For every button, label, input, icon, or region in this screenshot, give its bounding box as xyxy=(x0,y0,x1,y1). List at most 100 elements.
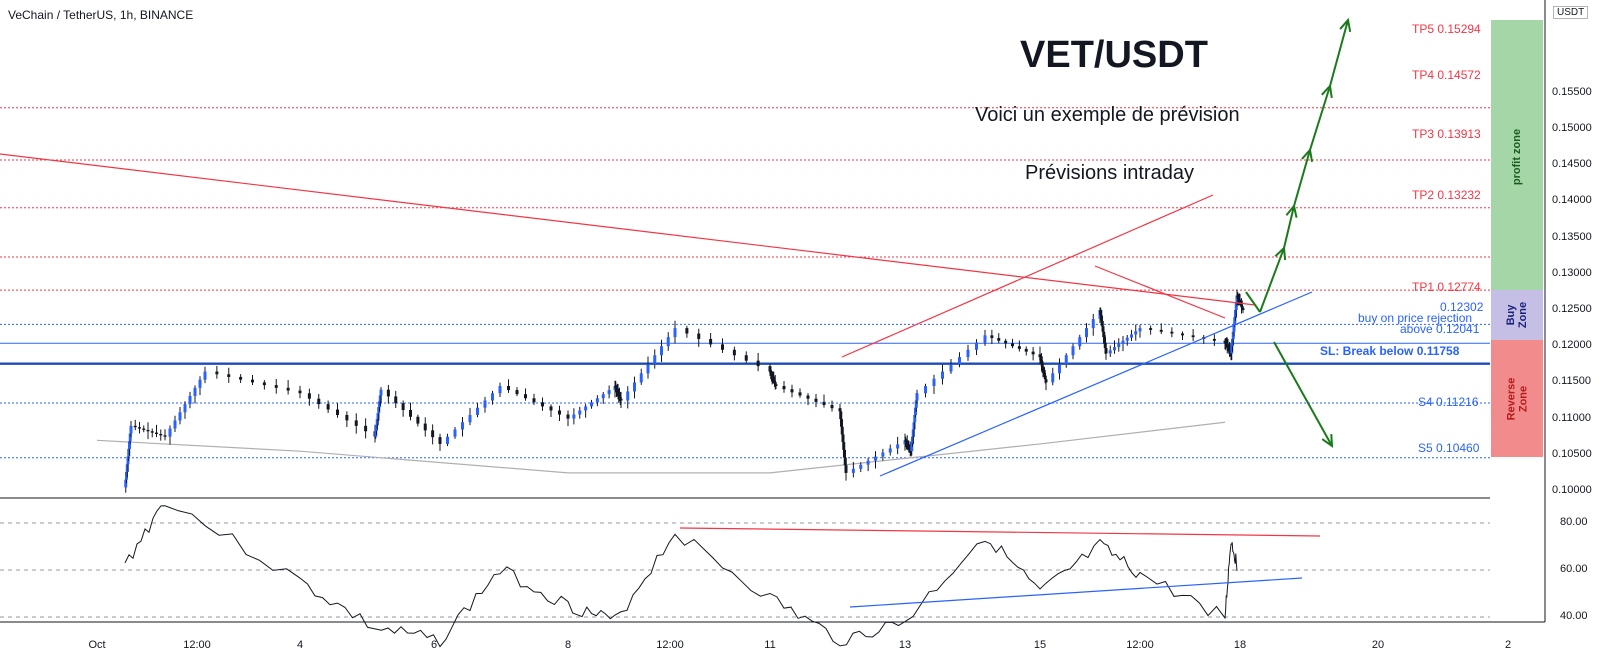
candle-body xyxy=(1085,328,1088,338)
candle-body xyxy=(1103,337,1106,343)
price-tick: 0.15500 xyxy=(1552,85,1592,98)
candle-body xyxy=(646,364,650,374)
candle-body xyxy=(375,419,379,425)
candle-body xyxy=(183,404,187,413)
candle-body xyxy=(129,425,133,434)
candle-body xyxy=(507,386,510,391)
candle-body xyxy=(1159,329,1163,332)
candle-body xyxy=(491,393,494,401)
candle-body xyxy=(633,382,636,392)
candle-body xyxy=(881,452,885,457)
price-tick: 0.10000 xyxy=(1552,484,1592,496)
candle-body xyxy=(709,338,713,345)
candle-body xyxy=(377,407,381,414)
s5-label: S5 0.10460 xyxy=(1418,441,1480,455)
price-tick: 0.13500 xyxy=(1552,230,1592,243)
candle-body xyxy=(1100,320,1104,327)
price-tick: 0.11000 xyxy=(1552,411,1591,424)
time-tick: 12:00 xyxy=(1126,639,1154,651)
candle-body xyxy=(924,386,927,394)
candle-body xyxy=(168,428,172,437)
candle-body xyxy=(851,468,855,473)
projection-arrow-3 xyxy=(1293,149,1311,207)
s4-label: S4 0.11216 xyxy=(1418,395,1479,409)
candle-body xyxy=(907,445,911,448)
candle-body xyxy=(773,380,776,383)
candle-body xyxy=(601,394,605,399)
candle-body xyxy=(1237,297,1240,300)
projection-arrow-1 xyxy=(1259,247,1285,313)
candle-body xyxy=(416,416,420,424)
candle-body xyxy=(188,395,192,405)
candle-body xyxy=(127,448,131,457)
rsi-line xyxy=(124,505,1238,648)
candle-body xyxy=(1234,310,1237,318)
candle-body xyxy=(619,398,623,401)
candle-body xyxy=(866,460,870,465)
candle-body xyxy=(251,379,254,383)
candle-body xyxy=(840,419,843,427)
candle-body xyxy=(423,423,427,431)
projection-arrow-down-head xyxy=(1321,433,1334,449)
buy-zone-label-1: Buy xyxy=(1505,304,1517,326)
candle-body xyxy=(859,464,863,469)
candle-body xyxy=(1058,364,1061,374)
candle-body xyxy=(1225,345,1229,347)
buy-zone-label: Buy Zone xyxy=(1505,302,1529,328)
candle-body xyxy=(1113,347,1116,351)
buy-rejection-label: buy on price rejection xyxy=(1358,311,1473,325)
candle-body xyxy=(1038,354,1042,358)
candle-body xyxy=(770,375,774,377)
candle-body xyxy=(298,390,302,394)
candle-body xyxy=(1125,337,1129,341)
time-tick: 20 xyxy=(1371,639,1385,651)
candle-body xyxy=(1071,346,1075,356)
candle-body xyxy=(1227,348,1231,350)
time-tick: 11 xyxy=(764,639,776,651)
candle-body xyxy=(618,395,621,397)
candle-body xyxy=(590,402,593,407)
candle-body xyxy=(409,410,412,417)
candle-body xyxy=(438,437,442,444)
candle-body xyxy=(626,391,630,401)
candle-body xyxy=(453,429,457,437)
rsi-resistance-line xyxy=(679,527,1321,537)
candle-body xyxy=(386,389,390,397)
candle-body xyxy=(378,401,381,408)
candle-body xyxy=(966,349,970,358)
candle-body xyxy=(374,430,378,437)
ascending-support-line xyxy=(879,291,1313,477)
candle-body xyxy=(155,432,158,434)
candle-body xyxy=(911,436,914,444)
candle-body xyxy=(843,457,847,466)
subtitle-forecast: Voici un exemple de prévision xyxy=(975,104,1240,126)
candle-body xyxy=(1101,326,1105,332)
chart-title: VET/USDT xyxy=(1020,34,1208,76)
time-tick: 8 xyxy=(564,639,572,651)
candle-body xyxy=(1191,335,1195,338)
time-tick: 2 xyxy=(1504,639,1512,651)
candle-body xyxy=(1108,350,1112,354)
candle-body xyxy=(768,366,772,372)
candle-body xyxy=(732,349,736,356)
candle-body xyxy=(364,425,368,432)
projection-arrow-4 xyxy=(1309,85,1331,151)
rising-channel-line xyxy=(841,194,1214,358)
rsi-tick: 80.00 xyxy=(1560,516,1588,528)
candle-body xyxy=(941,371,944,379)
candle-body xyxy=(159,433,163,436)
candle-body xyxy=(336,409,339,415)
candle-body xyxy=(1224,342,1228,344)
candle-body xyxy=(772,378,776,381)
reverse-zone: Reverse Zone xyxy=(1491,340,1543,457)
candle-body xyxy=(1238,300,1242,303)
reverse-zone-label-2: Zone xyxy=(1516,385,1529,412)
candle-body xyxy=(307,393,311,399)
candle-body xyxy=(618,396,622,399)
candle-body xyxy=(617,393,621,396)
candle-body xyxy=(782,386,786,390)
candle-body xyxy=(666,337,670,347)
candle-body xyxy=(125,464,129,472)
candle-body xyxy=(461,422,464,430)
